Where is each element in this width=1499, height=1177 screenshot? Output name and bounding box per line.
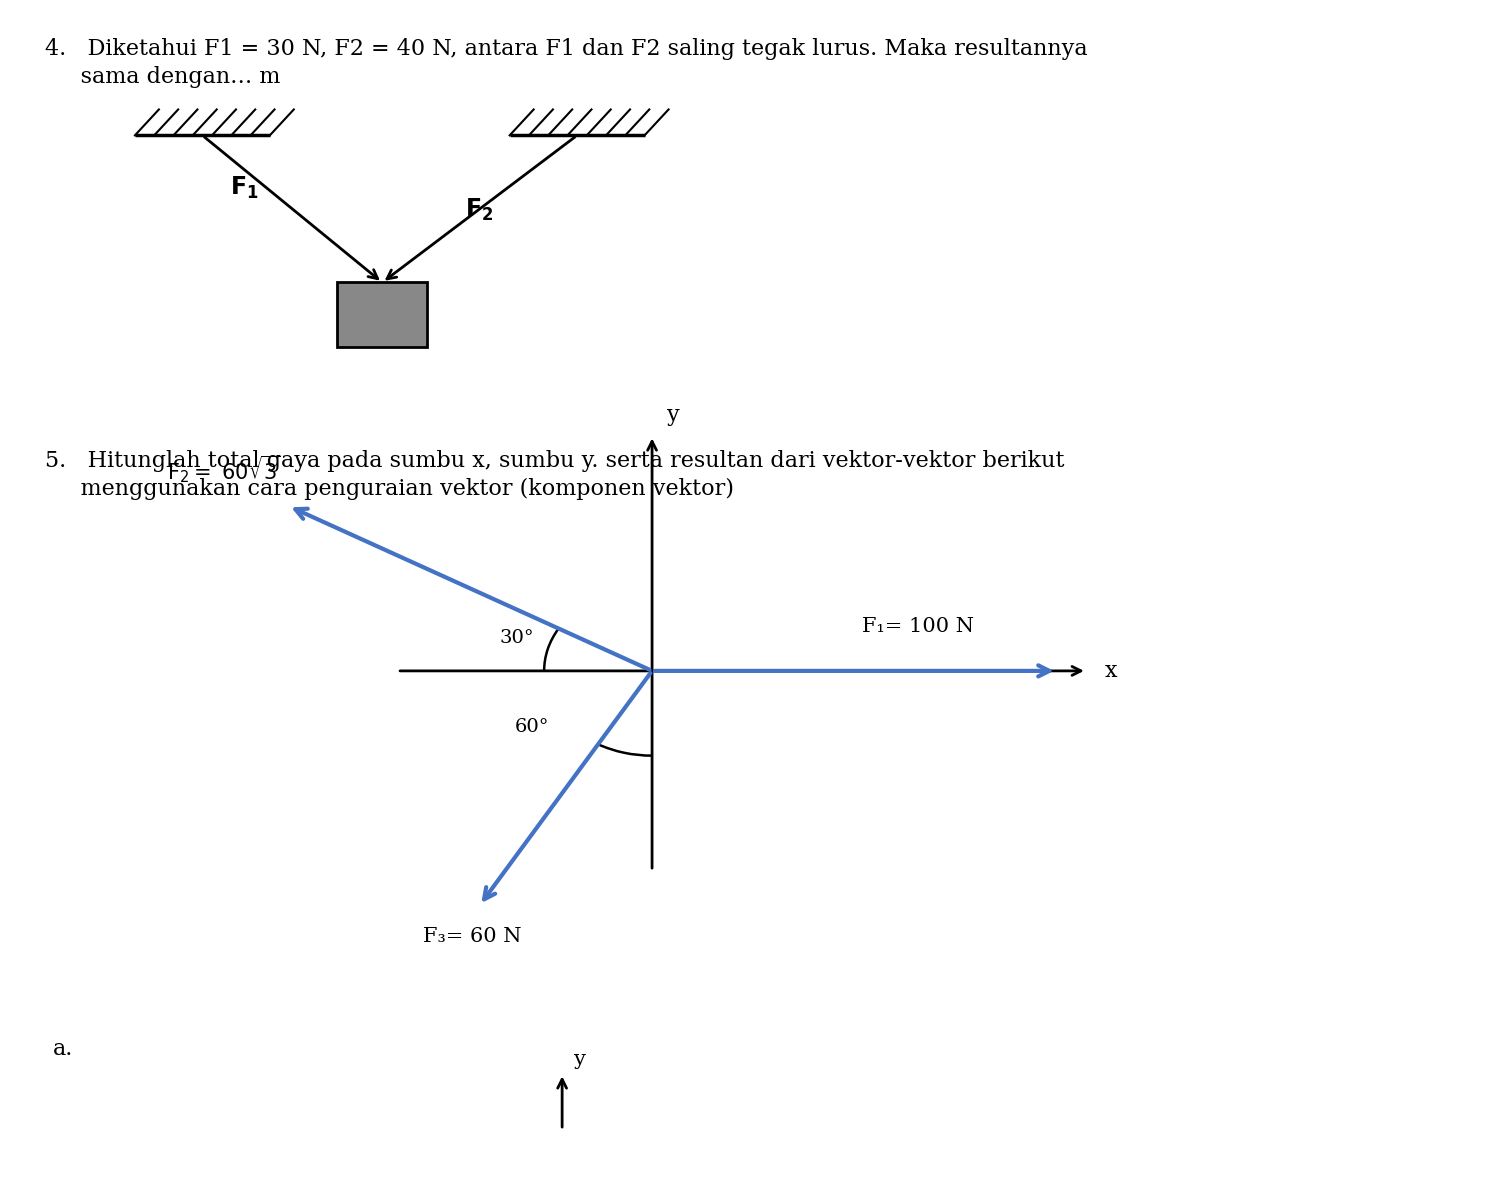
- Text: $\mathrm{F_2{=}\ 60\sqrt{3}}$: $\mathrm{F_2{=}\ 60\sqrt{3}}$: [166, 453, 282, 485]
- Text: menggunakan cara penguraian vektor (komponen vektor): menggunakan cara penguraian vektor (komp…: [45, 478, 735, 500]
- Text: 60°: 60°: [514, 718, 550, 737]
- Text: a.: a.: [52, 1038, 73, 1060]
- Text: 4.   Diketahui F1 = 30 N, F2 = 40 N, antara F1 dan F2 saling tegak lurus. Maka r: 4. Diketahui F1 = 30 N, F2 = 40 N, antar…: [45, 38, 1088, 60]
- Text: F₁= 100 N: F₁= 100 N: [862, 617, 974, 636]
- Text: 5.   Hitunglah total gaya pada sumbu x, sumbu y. serta resultan dari vektor-vekt: 5. Hitunglah total gaya pada sumbu x, su…: [45, 450, 1064, 472]
- Text: F₃= 60 N: F₃= 60 N: [423, 926, 522, 945]
- Text: $\mathbf{F_2}$: $\mathbf{F_2}$: [466, 197, 493, 222]
- Text: $\mathbf{F_1}$: $\mathbf{F_1}$: [229, 175, 259, 201]
- Bar: [337, 282, 427, 347]
- Text: x: x: [1105, 660, 1117, 681]
- Text: sama dengan… m: sama dengan… m: [45, 66, 280, 88]
- Text: 30°: 30°: [499, 629, 535, 647]
- Text: y: y: [574, 1050, 586, 1069]
- Text: y: y: [667, 404, 681, 426]
